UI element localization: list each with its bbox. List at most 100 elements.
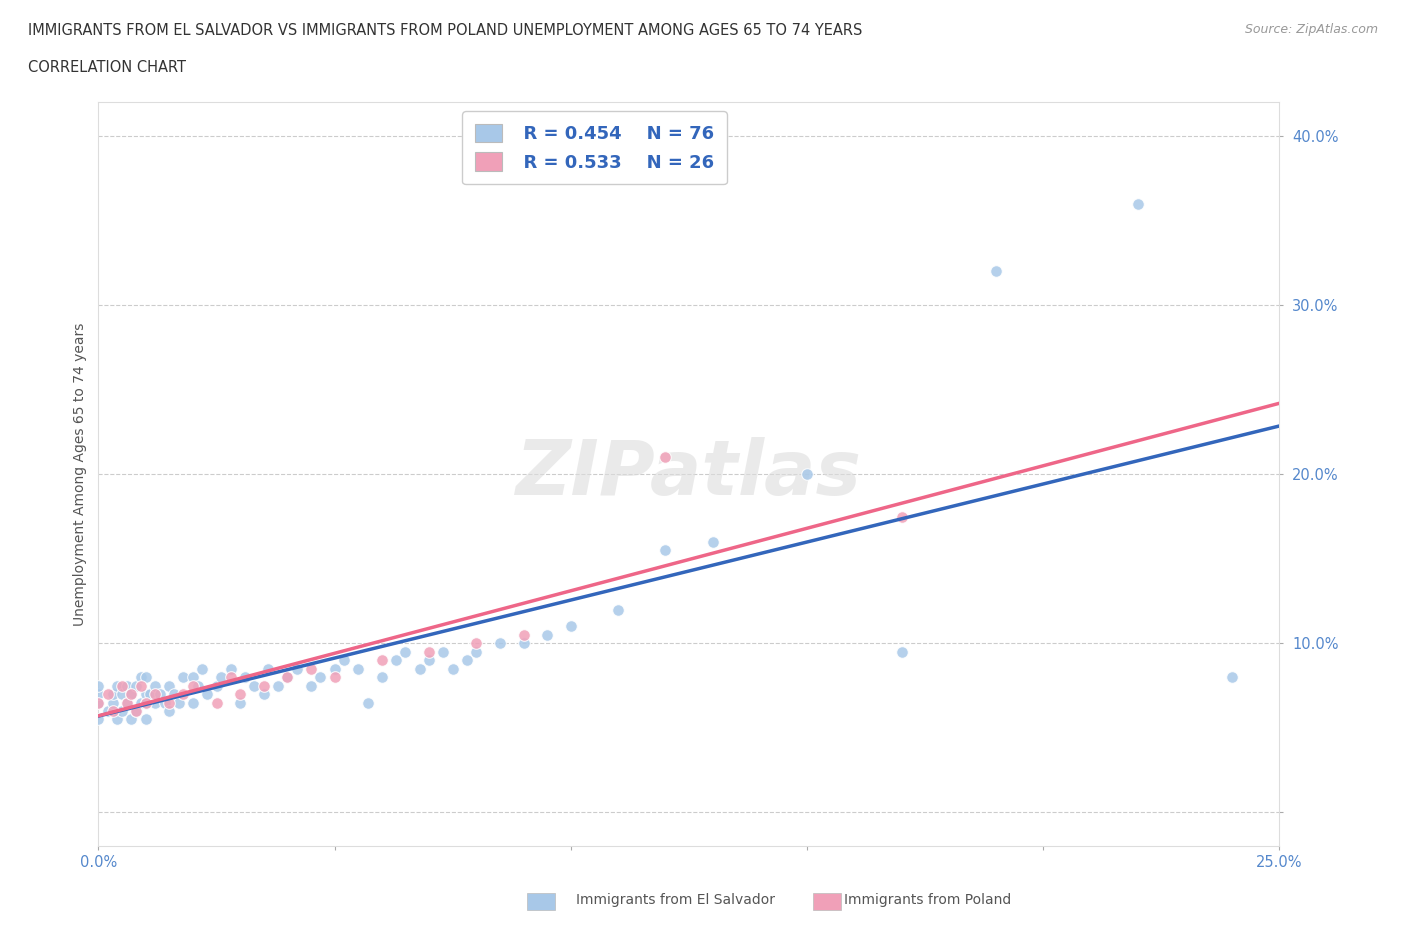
Point: [357, 695, 380, 710]
Point: [87, 678, 110, 693]
Text: IMMIGRANTS FROM EL SALVADOR VS IMMIGRANTS FROM POLAND UNEMPLOYMENT AMONG AGES 65: IMMIGRANTS FROM EL SALVADOR VS IMMIGRANT…: [28, 23, 862, 38]
Point: [229, 695, 252, 710]
Y-axis label: Unemployment Among Ages 65 to 74 years: Unemployment Among Ages 65 to 74 years: [73, 323, 87, 626]
Point: [157, 704, 180, 719]
Point: [87, 686, 110, 701]
Point: [172, 686, 194, 701]
Point: [143, 695, 166, 710]
Point: [309, 670, 332, 684]
Point: [1126, 196, 1149, 211]
Point: [890, 509, 912, 524]
Text: Immigrants from El Salvador: Immigrants from El Salvador: [576, 893, 776, 908]
Point: [129, 695, 152, 710]
Point: [172, 670, 194, 684]
Point: [512, 636, 534, 651]
Point: [285, 661, 308, 676]
Text: ZIPatlas: ZIPatlas: [516, 437, 862, 512]
Point: [187, 678, 209, 693]
Point: [371, 670, 394, 684]
Point: [205, 695, 228, 710]
Point: [323, 670, 346, 684]
Point: [432, 644, 454, 659]
Point: [101, 704, 124, 719]
Point: [121, 686, 143, 701]
Point: [347, 661, 370, 676]
Point: [456, 653, 478, 668]
Point: [418, 644, 440, 659]
Point: [195, 686, 218, 701]
Point: [111, 704, 134, 719]
Point: [105, 712, 128, 727]
Point: [121, 712, 143, 727]
Point: [115, 695, 138, 710]
Point: [135, 695, 157, 710]
Point: [129, 678, 152, 693]
Point: [125, 704, 148, 719]
Point: [111, 678, 134, 693]
Point: [465, 636, 488, 651]
Point: [890, 644, 912, 659]
Point: [143, 686, 166, 701]
Point: [105, 678, 128, 693]
Legend:   R = 0.454    N = 76,   R = 0.533    N = 26: R = 0.454 N = 76, R = 0.533 N = 26: [463, 112, 727, 184]
Point: [125, 678, 148, 693]
Point: [536, 628, 558, 643]
Point: [115, 695, 138, 710]
Point: [191, 661, 214, 676]
Point: [267, 678, 290, 693]
Point: [135, 670, 157, 684]
Point: [233, 670, 256, 684]
Point: [465, 644, 488, 659]
Text: CORRELATION CHART: CORRELATION CHART: [28, 60, 186, 75]
Point: [181, 695, 204, 710]
Point: [97, 704, 120, 719]
Point: [149, 686, 172, 701]
Point: [796, 467, 818, 482]
Point: [87, 695, 110, 710]
Point: [418, 653, 440, 668]
Point: [209, 670, 232, 684]
Text: Source: ZipAtlas.com: Source: ZipAtlas.com: [1244, 23, 1378, 36]
Point: [253, 686, 276, 701]
Point: [702, 535, 724, 550]
Point: [299, 678, 322, 693]
Point: [229, 686, 252, 701]
Point: [87, 712, 110, 727]
Point: [135, 686, 157, 701]
Point: [219, 661, 242, 676]
Point: [333, 653, 356, 668]
Point: [139, 686, 162, 701]
Point: [129, 670, 152, 684]
Point: [394, 644, 416, 659]
Point: [299, 661, 322, 676]
Point: [219, 670, 242, 684]
Point: [157, 695, 180, 710]
Point: [1220, 670, 1243, 684]
Point: [560, 619, 582, 634]
Point: [205, 678, 228, 693]
Point: [87, 695, 110, 710]
Point: [121, 686, 143, 701]
Point: [111, 686, 134, 701]
Point: [323, 661, 346, 676]
Point: [385, 653, 408, 668]
Point: [135, 695, 157, 710]
Point: [181, 670, 204, 684]
Point: [512, 628, 534, 643]
Point: [101, 686, 124, 701]
Point: [143, 678, 166, 693]
Point: [243, 678, 266, 693]
Point: [167, 695, 190, 710]
Point: [257, 661, 280, 676]
Point: [654, 543, 676, 558]
Point: [135, 712, 157, 727]
Point: [607, 602, 630, 617]
Point: [101, 695, 124, 710]
Point: [97, 686, 120, 701]
Text: Immigrants from Poland: Immigrants from Poland: [844, 893, 1011, 908]
Point: [153, 695, 176, 710]
Point: [163, 686, 186, 701]
Point: [181, 678, 204, 693]
Point: [253, 678, 276, 693]
Point: [984, 264, 1007, 279]
